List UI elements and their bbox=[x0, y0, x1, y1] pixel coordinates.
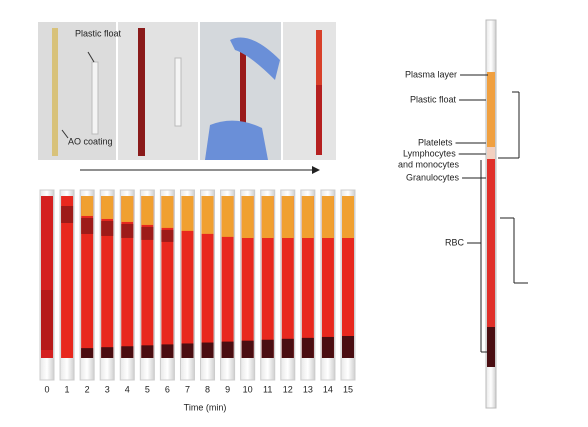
layer-label: Platelets bbox=[418, 137, 453, 147]
dark-band bbox=[121, 223, 134, 238]
arrow-head bbox=[312, 166, 320, 174]
photo-1 bbox=[38, 22, 116, 160]
plasma bbox=[181, 196, 194, 231]
plasma bbox=[316, 30, 322, 85]
packed-rbc bbox=[221, 341, 234, 358]
time-label: 0 bbox=[44, 384, 49, 394]
plasma bbox=[342, 196, 354, 238]
blood bbox=[81, 196, 94, 358]
time-label: 3 bbox=[105, 384, 110, 394]
glove bbox=[230, 37, 280, 80]
packed-rbc bbox=[281, 338, 294, 358]
dark-band bbox=[81, 217, 94, 234]
time-label: 1 bbox=[65, 384, 70, 394]
plasma bbox=[281, 196, 294, 238]
blood-tube bbox=[316, 30, 322, 155]
dark-band bbox=[41, 290, 53, 350]
time-label: 11 bbox=[263, 384, 272, 394]
packed-rbc bbox=[101, 347, 114, 358]
packed-rbc bbox=[121, 346, 134, 358]
layer-label: RBC bbox=[445, 237, 465, 247]
blood bbox=[121, 196, 134, 358]
float bbox=[174, 57, 182, 127]
packed-rbc bbox=[301, 337, 314, 358]
coating-label: AO coating bbox=[68, 136, 113, 146]
dark-band bbox=[101, 220, 114, 236]
dark-band bbox=[141, 226, 154, 240]
blood bbox=[101, 196, 114, 358]
float bbox=[91, 61, 99, 135]
plasma bbox=[141, 196, 154, 225]
time-label: 10 bbox=[243, 384, 253, 394]
time-label: 9 bbox=[225, 384, 230, 394]
packed-rbc bbox=[141, 345, 154, 358]
time-label: 14 bbox=[323, 384, 333, 394]
packed-rbc bbox=[181, 343, 194, 358]
blood-tube bbox=[240, 42, 246, 154]
time-label: 7 bbox=[185, 384, 190, 394]
plasma bbox=[121, 196, 134, 222]
photo-4 bbox=[283, 22, 336, 160]
float-label: Plastic float bbox=[75, 28, 122, 38]
plasma bbox=[221, 196, 234, 237]
axis-label: Time (min) bbox=[184, 402, 227, 412]
packed-rbc bbox=[201, 342, 214, 358]
layer-label: and monocytes bbox=[398, 159, 460, 169]
plasma bbox=[241, 196, 254, 238]
time-label: 6 bbox=[165, 384, 170, 394]
leader bbox=[87, 51, 95, 63]
ao-tube bbox=[52, 28, 58, 156]
packed-rbc bbox=[342, 336, 354, 358]
photo-strip: Plastic float AO coating bbox=[38, 22, 336, 160]
packed-rbc bbox=[487, 327, 495, 367]
plasma bbox=[321, 196, 334, 238]
glove bbox=[205, 120, 268, 160]
time-label: 13 bbox=[303, 384, 313, 394]
layer-label: Granulocytes bbox=[406, 172, 460, 182]
dark-band bbox=[61, 206, 74, 223]
leader bbox=[61, 129, 69, 139]
plasma-layer bbox=[487, 72, 495, 147]
time-label: 12 bbox=[283, 384, 293, 394]
dark-band bbox=[161, 229, 174, 242]
plasma bbox=[261, 196, 274, 238]
blood-tube bbox=[138, 28, 145, 156]
layer-label: Plastic float bbox=[410, 94, 457, 104]
plasma bbox=[201, 196, 214, 234]
packed-rbc bbox=[81, 348, 94, 358]
layer-label: Lymphocytes bbox=[403, 148, 456, 158]
time-label: 2 bbox=[85, 384, 90, 394]
packed-rbc bbox=[321, 336, 334, 358]
photo-2 bbox=[118, 22, 198, 160]
time-label: 15 bbox=[343, 384, 353, 394]
packed-rbc bbox=[161, 344, 174, 358]
rbc-layer bbox=[487, 159, 495, 327]
buffy-coat bbox=[487, 147, 495, 159]
time-label: 5 bbox=[145, 384, 150, 394]
blood bbox=[61, 196, 74, 358]
blood bbox=[201, 196, 214, 358]
layer-label: Plasma layer bbox=[405, 69, 457, 79]
plasma bbox=[101, 196, 114, 219]
packed-rbc bbox=[241, 340, 254, 358]
blood bbox=[181, 196, 194, 358]
time-label: 8 bbox=[205, 384, 210, 394]
plasma bbox=[161, 196, 174, 228]
plasma bbox=[81, 196, 94, 216]
time-series-tubes: 0 1 2 3 4 5 6 7 8 9 10 11 12 13 14 15 bbox=[39, 189, 356, 394]
packed-rbc bbox=[261, 339, 274, 358]
time-label: 4 bbox=[125, 384, 130, 394]
annotated-tube: Plasma layer Plastic float PlateletsLympho… bbox=[398, 19, 528, 409]
plasma bbox=[301, 196, 314, 238]
